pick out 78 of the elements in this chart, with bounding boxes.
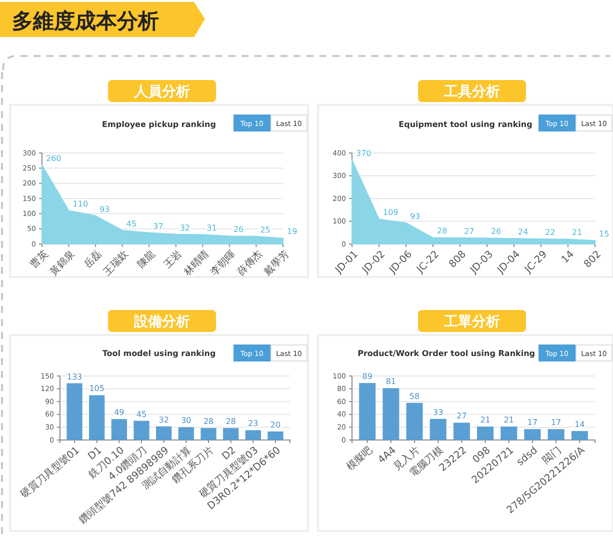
chart-subtitle: Employee pickup ranking: [102, 120, 216, 129]
data-label: 93: [100, 204, 110, 214]
data-label: 19: [287, 227, 298, 236]
x-tick-label: 硬質刀具型號01: [18, 444, 82, 500]
data-label: 31: [206, 224, 217, 233]
data-label: 58: [409, 392, 420, 401]
chart-title: 工單分析: [443, 314, 500, 330]
chart-title: 工具分析: [443, 84, 500, 100]
bar: [453, 422, 470, 440]
x-tick-label: 14: [560, 248, 576, 266]
data-label: 26: [491, 227, 502, 236]
x-tick-label: 陳龍: [134, 248, 158, 271]
bar: [200, 428, 216, 440]
data-label: 109: [383, 208, 398, 218]
data-label: 17: [527, 418, 538, 428]
data-label: 27: [456, 412, 467, 421]
bar: [359, 383, 376, 440]
chart-subtitle: Tool model using ranking: [102, 349, 216, 358]
data-label: 21: [480, 416, 490, 425]
data-label: 21: [572, 228, 582, 238]
bar: [66, 383, 82, 440]
data-label: 22: [545, 228, 556, 237]
data-label: 110: [72, 200, 88, 209]
bar: [548, 429, 564, 440]
data-label: 20: [270, 420, 281, 430]
bar: [156, 426, 172, 440]
bar: [134, 420, 150, 440]
data-label: 370: [356, 148, 372, 158]
bar: [268, 431, 284, 440]
text: 多維度成本分析: [12, 9, 159, 33]
data-label: 21: [504, 416, 514, 425]
data-label: 37: [153, 222, 164, 231]
bar: [245, 430, 261, 440]
data-label: 33: [433, 408, 444, 417]
x-tick-label: 802: [582, 248, 604, 270]
x-tick-label: D1: [86, 444, 104, 462]
data-label: 93: [410, 212, 420, 221]
bar: [571, 431, 588, 440]
data-label: 45: [136, 410, 147, 419]
bar: [500, 426, 518, 440]
x-tick-label: 模擬吧: [344, 444, 375, 473]
data-label: 28: [203, 417, 214, 426]
data-label: 32: [158, 415, 169, 424]
data-label: 17: [550, 418, 562, 428]
x-tick-label: 黃錦泉: [48, 248, 78, 278]
data-label: 105: [89, 384, 104, 394]
data-label: 23: [248, 419, 258, 428]
data-label: 260: [46, 154, 62, 164]
data-label: 45: [126, 219, 137, 228]
chart-subtitle: Equipment tool using ranking: [398, 120, 533, 129]
bar: [89, 395, 105, 440]
data-label: 81: [386, 377, 396, 386]
data-label: 89: [362, 372, 372, 382]
data-label: 27: [464, 226, 474, 236]
data-label: 30: [181, 416, 192, 426]
bar: [430, 418, 446, 440]
bar: [382, 388, 400, 440]
data-label: 28: [226, 417, 236, 426]
bar: [477, 426, 494, 440]
bar: [223, 428, 239, 440]
bar: [406, 402, 423, 440]
data-label: 15: [599, 230, 610, 239]
data-label: 49: [114, 408, 124, 418]
bar: [111, 419, 127, 440]
bar: [178, 427, 194, 440]
chart-title: 人員分析: [133, 84, 190, 100]
data-label: 28: [437, 226, 448, 236]
data-label: 26: [233, 225, 244, 234]
data-label: 14: [574, 420, 585, 430]
data-label: 32: [180, 223, 190, 232]
data-label: 133: [66, 372, 82, 382]
bar: [524, 429, 541, 440]
data-label: 25: [260, 225, 270, 234]
chart-title: 設備分析: [133, 314, 190, 330]
x-tick-label: 曹英: [28, 248, 50, 271]
chart-subtitle: Product/Work Order tool using Ranking: [358, 349, 536, 358]
x-tick-label: 808: [447, 248, 468, 270]
data-label: 24: [518, 228, 528, 237]
